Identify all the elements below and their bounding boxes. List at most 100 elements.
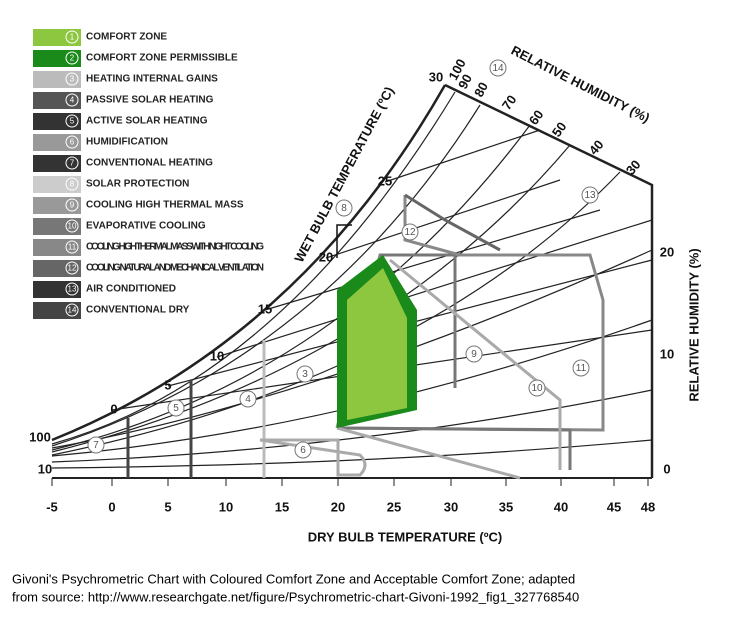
zone-circle [465,345,483,363]
legend-number: 11 [68,243,77,252]
legend-label: COMFORT ZONE [86,32,167,43]
zone-marker: 5 [173,403,179,414]
legend-circle [65,240,79,254]
x-tick-label: 15 [275,499,289,514]
zone-marker: 4 [245,394,251,405]
legend-label: COOLING HIGH THERMAL MASS [86,200,244,211]
legend-label: SOLAR PROTECTION [86,179,189,190]
legend-circle [65,219,79,233]
zone-circle [294,441,312,459]
legend-number: 4 [70,96,75,105]
caption: from source: http://www.researchgate.net… [12,589,579,604]
legend-label: COMFORT ZONE PERMISSIBLE [86,53,238,64]
x-tick-label: 45 [607,499,621,514]
rh-label: 70 [499,92,520,112]
legend-number: 10 [68,222,77,231]
legend-number: 1 [70,33,75,42]
legend-circle [65,30,79,44]
arrow [336,224,352,258]
zone-marker: 11 [576,363,587,374]
zone-circle [239,390,257,408]
zone-marker: 13 [584,190,596,201]
zone-marker: 9 [471,349,477,360]
legend-label: ACTIVE SOLAR HEATING [86,116,208,127]
rh-label: 60 [526,107,547,127]
zone-marker: 12 [404,227,416,238]
wet-bulb-label: 5 [164,377,171,392]
legend-circle [65,114,79,128]
legend-label: CONVENTIONAL DRY [86,305,190,316]
zones [126,193,605,480]
legend-number: 13 [68,285,77,294]
legend-label: CONVENTIONAL HEATING [86,158,213,169]
wet-bulb-label: 10 [210,348,224,363]
legend-number: 14 [68,306,77,315]
rh-label: 50 [549,119,570,139]
rh-label: 90 [455,72,475,92]
wet-bulb-label: 100 [29,429,51,444]
x-tick-label: 48 [641,499,655,514]
zone-circle [401,223,419,241]
x-tick-label: 40 [554,499,568,514]
wet-bulb-label: 20 [319,249,333,264]
wet-bulb-label: 15 [258,301,272,316]
legend-label: EVAPORATIVE COOLING [86,221,206,232]
zone-circle [296,365,314,383]
right-axis-title: RELATIVE HUMIDITY (%) [686,248,701,401]
zone-marker: 7 [93,440,99,451]
wet-bulb-label: 25 [378,173,392,188]
legend-circle [65,51,79,65]
x-tick-label: 25 [387,499,401,514]
zone-marker: 10 [531,383,543,394]
x-tick-label: 20 [331,499,345,514]
legend-circle [65,261,79,275]
right-tick-label: 20 [660,244,674,259]
x-tick-label: 10 [219,499,233,514]
legend-number: 3 [70,75,75,84]
x-tick-label: -5 [46,499,58,514]
legend-label: COOLING NATURAL AND MECHANICAL VENTILATI… [86,263,264,274]
rh-label: 30 [623,157,644,178]
zone-circle [489,59,507,77]
wet-bulb-label: 30 [429,69,443,84]
zone-marker: 14 [492,63,504,74]
x-tick-label: 5 [164,499,171,514]
legend-circle [65,156,79,170]
comfort-zone [347,268,407,420]
legend-number: 12 [68,264,77,273]
x-axis-title: DRY BULB TEMPERATURE (ºC) [308,529,502,544]
legend-number: 6 [70,138,75,147]
legend-circle [65,282,79,296]
legend-label: AIR CONDITIONED [86,284,176,295]
zone-circle [528,379,546,397]
legend-circle [65,72,79,86]
zone-circle [572,359,590,377]
x-tick-label: 30 [444,499,458,514]
right-tick-label: 10 [660,346,674,361]
zone-marker: 6 [300,445,306,456]
zone-marker: 8 [341,203,347,214]
x-tick-label: 35 [499,499,513,514]
legend-label: HEATING INTERNAL GAINS [86,74,218,85]
legend-label: COOLING HIGH THERMAL MASS WITH NIGHT COO… [86,242,264,253]
legend-circle [65,93,79,107]
legend-number: 5 [70,117,75,126]
legend-label: HUMIDIFICATION [86,137,168,148]
zone-circle [335,199,353,217]
wet-bulb-label: 10 [38,461,52,476]
caption: Givoni's Psychrometric Chart with Colour… [12,571,575,586]
zone-circle [167,399,185,417]
legend-circle [65,198,79,212]
legend-circle [65,303,79,317]
legend-number: 9 [70,201,75,210]
legend-label: PASSIVE SOLAR HEATING [86,95,214,106]
zone-circle [87,436,105,454]
right-tick-label: 0 [663,461,670,476]
legend-circle [65,177,79,191]
x-tick-label: 0 [108,499,115,514]
zone-circle [581,186,599,204]
legend-circle [65,135,79,149]
legend-number: 7 [70,159,75,168]
rh-label: 80 [471,80,491,100]
